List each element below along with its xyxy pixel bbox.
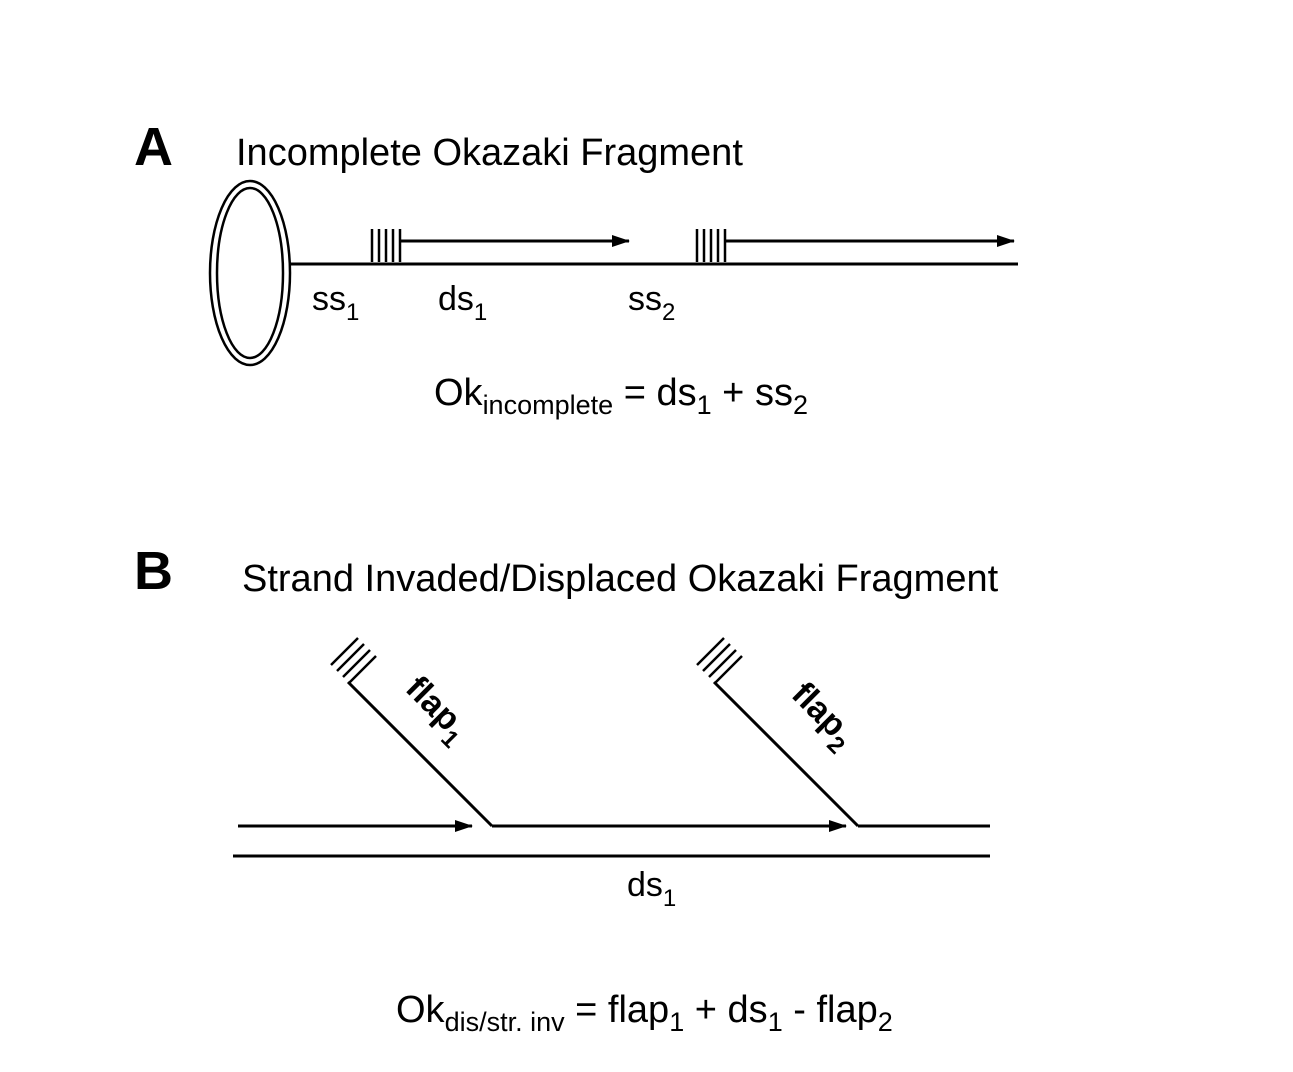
panel-a-letter: A	[134, 117, 173, 177]
label-ss2: ss2	[628, 280, 675, 326]
flap-1-strand	[346, 680, 494, 828]
label-ds1: ds1	[438, 280, 487, 326]
rna-primer-1	[370, 229, 402, 262]
label-ds1-b: ds1	[627, 866, 676, 912]
equation-b: Okdis/str. inv = flap1 + ds1 - flap2	[396, 989, 893, 1037]
flap-2-rna-primer	[696, 637, 743, 684]
panel-b-title: Strand Invaded/Displaced Okazaki Fragmen…	[242, 558, 999, 600]
flap-2-strand	[712, 680, 860, 828]
flap-1-rna-primer	[330, 637, 377, 684]
label-ss1: ss1	[312, 280, 359, 326]
panel-b-letter: B	[134, 541, 173, 601]
panel-a-title: Incomplete Okazaki Fragment	[236, 132, 743, 174]
circular-template	[208, 179, 292, 367]
equation-a: Okincomplete = ds1 + ss2	[434, 372, 808, 420]
rna-primer-2	[695, 229, 727, 262]
label-flap2: flap2	[779, 675, 864, 760]
